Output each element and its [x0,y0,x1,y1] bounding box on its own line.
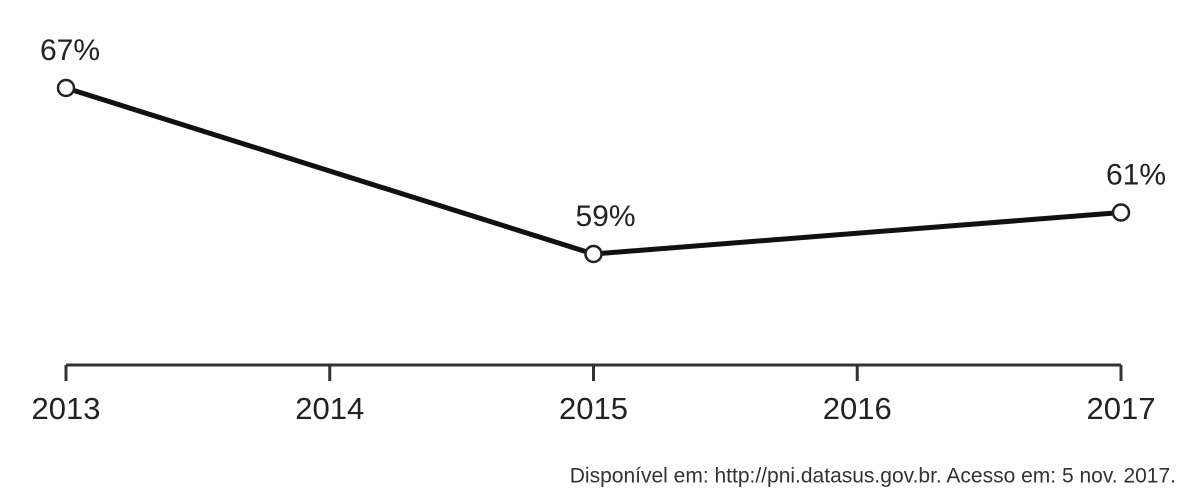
x-tick-label: 2017 [1087,391,1156,426]
x-tick-label: 2016 [823,391,892,426]
data-label: 61% [1106,158,1166,191]
x-tick-label: 2015 [559,391,628,426]
marker [584,244,603,264]
marker [1111,203,1131,222]
marker [56,78,76,98]
source-note: Disponível em: http://pni.datasus.gov.br… [570,465,1176,488]
x-tick-label: 2013 [32,391,101,426]
data-label: 67% [40,34,100,67]
data-label: 59% [575,200,635,233]
x-tick-label: 2014 [295,391,364,426]
